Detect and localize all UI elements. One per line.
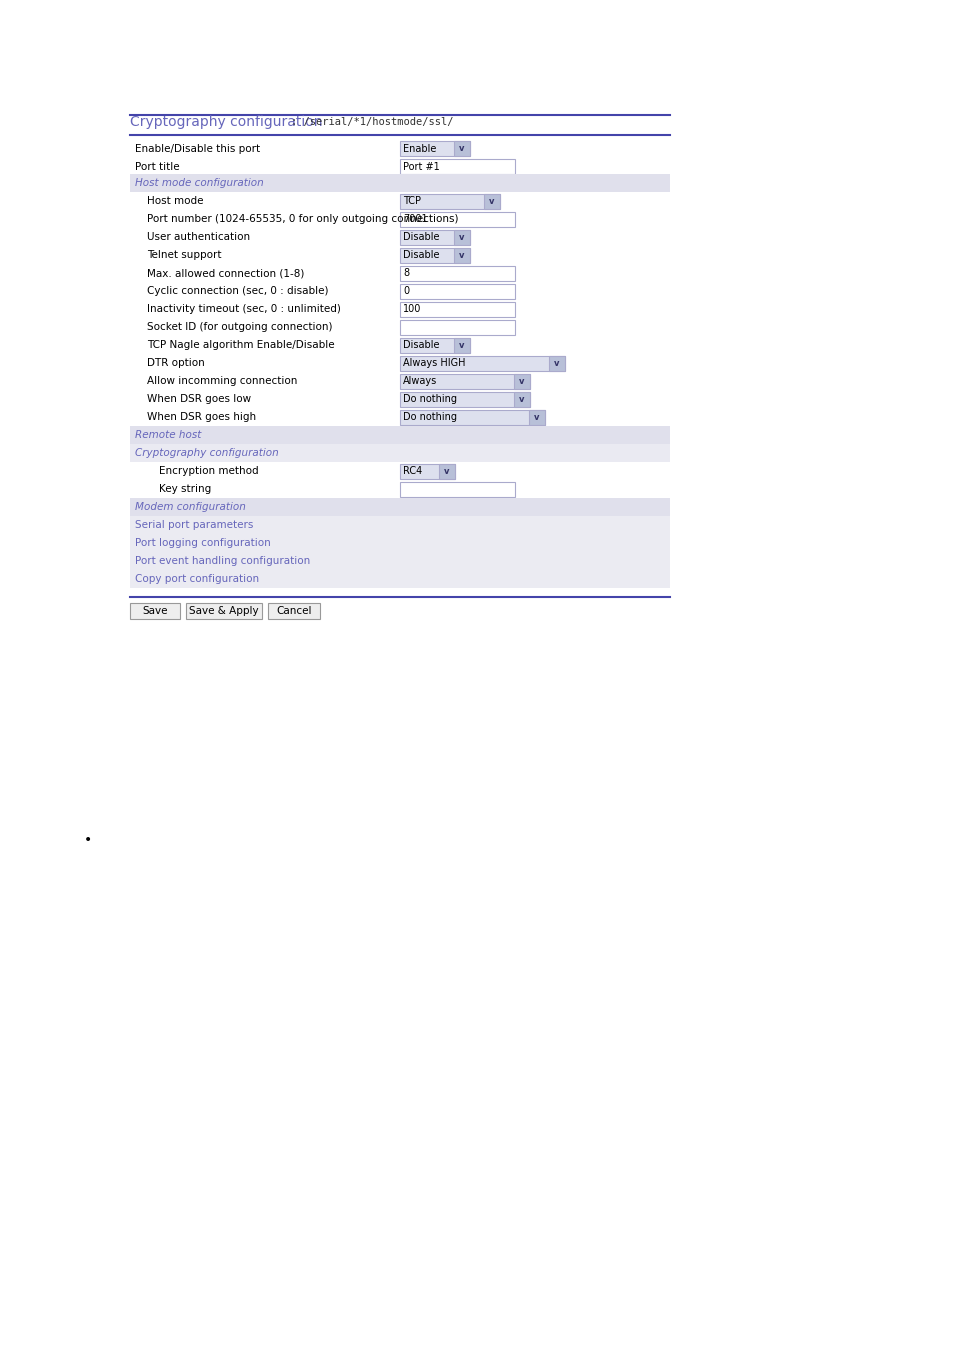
Bar	[399, 463, 455, 480]
Bar	[454, 249, 470, 263]
Bar	[130, 444, 669, 462]
Text: Inactivity timeout (sec, 0 : unlimited): Inactivity timeout (sec, 0 : unlimited)	[147, 304, 340, 315]
Bar	[548, 357, 564, 372]
Text: v: v	[444, 467, 449, 476]
Text: v: v	[458, 145, 464, 153]
Bar	[399, 195, 499, 209]
Bar	[454, 230, 470, 245]
Text: v: v	[458, 251, 464, 259]
Bar	[399, 159, 515, 174]
Text: Save & Apply: Save & Apply	[189, 607, 258, 616]
Text: Disable: Disable	[402, 250, 439, 261]
Bar	[130, 534, 669, 553]
Text: Cancel: Cancel	[276, 607, 312, 616]
Text: Do nothing: Do nothing	[402, 394, 456, 404]
Bar	[399, 482, 515, 497]
Text: v: v	[518, 377, 524, 386]
Bar	[399, 230, 470, 245]
Bar	[399, 374, 530, 389]
Text: Cyclic connection (sec, 0 : disable): Cyclic connection (sec, 0 : disable)	[147, 286, 328, 296]
Text: Socket ID (for outgoing connection): Socket ID (for outgoing connection)	[147, 323, 333, 332]
Text: Remote host: Remote host	[135, 431, 201, 440]
Bar	[514, 374, 530, 389]
Text: Encryption method: Encryption method	[159, 466, 258, 477]
Text: v: v	[518, 394, 524, 404]
Text: Disable: Disable	[402, 232, 439, 242]
Bar	[130, 426, 669, 444]
Text: 100: 100	[402, 304, 421, 315]
Bar	[130, 603, 180, 619]
Text: Allow incomming connection: Allow incomming connection	[147, 377, 297, 386]
Text: Copy port configuration: Copy port configuration	[135, 574, 259, 585]
Text: Max. allowed connection (1-8): Max. allowed connection (1-8)	[147, 269, 304, 278]
Text: v: v	[489, 197, 495, 205]
Bar	[399, 357, 564, 372]
Bar	[438, 463, 455, 480]
Text: Key string: Key string	[159, 485, 211, 494]
Bar	[268, 603, 319, 619]
Text: 8: 8	[402, 269, 409, 278]
Text: Telnet support: Telnet support	[147, 250, 221, 261]
Text: Modem configuration: Modem configuration	[135, 503, 246, 512]
Bar	[130, 570, 669, 588]
Text: Enable: Enable	[402, 143, 436, 154]
Text: Port title: Port title	[135, 162, 179, 172]
Text: 0: 0	[402, 286, 409, 296]
Bar	[399, 212, 515, 227]
Text: Cryptography configuration: Cryptography configuration	[130, 115, 322, 128]
Bar	[399, 284, 515, 299]
Bar	[130, 174, 669, 192]
Text: Port event handling configuration: Port event handling configuration	[135, 557, 310, 566]
Text: TCP: TCP	[402, 196, 420, 207]
Text: Always HIGH: Always HIGH	[402, 358, 465, 369]
Text: DTR option: DTR option	[147, 358, 205, 369]
Bar	[399, 141, 470, 155]
Bar	[399, 303, 515, 317]
Text: Cryptography configuration: Cryptography configuration	[135, 449, 278, 458]
Text: RC4: RC4	[402, 466, 422, 477]
Text: Port #1: Port #1	[402, 162, 439, 172]
Text: Host mode configuration: Host mode configuration	[135, 178, 263, 189]
Text: •: •	[84, 834, 92, 847]
Bar	[454, 338, 470, 353]
Text: Always: Always	[402, 377, 436, 386]
Text: TCP Nagle algorithm Enable/Disable: TCP Nagle algorithm Enable/Disable	[147, 340, 335, 350]
Bar	[399, 338, 470, 353]
Text: v: v	[458, 340, 464, 350]
Text: Port number (1024-65535, 0 for only outgoing connections): Port number (1024-65535, 0 for only outg…	[147, 215, 458, 224]
Bar	[130, 499, 669, 516]
Text: Serial port parameters: Serial port parameters	[135, 520, 253, 531]
Text: : /serial/*1/hostmode/ssl/: : /serial/*1/hostmode/ssl/	[291, 118, 453, 127]
Bar	[529, 409, 544, 426]
Bar	[399, 266, 515, 281]
Bar	[130, 516, 669, 534]
Text: 7001: 7001	[402, 215, 427, 224]
Text: Port logging configuration: Port logging configuration	[135, 539, 271, 549]
Text: Host mode: Host mode	[147, 196, 203, 207]
Text: When DSR goes low: When DSR goes low	[147, 394, 251, 404]
Text: Enable/Disable this port: Enable/Disable this port	[135, 143, 260, 154]
Text: User authentication: User authentication	[147, 232, 250, 242]
Bar	[399, 409, 544, 426]
Bar	[454, 141, 470, 155]
Text: v: v	[554, 359, 559, 367]
Bar	[514, 392, 530, 407]
Bar	[399, 249, 470, 263]
Text: Save: Save	[142, 607, 168, 616]
Bar	[399, 392, 530, 407]
Bar	[130, 553, 669, 570]
Text: Disable: Disable	[402, 340, 439, 350]
Text: Do nothing: Do nothing	[402, 412, 456, 423]
Bar	[399, 320, 515, 335]
Text: v: v	[458, 232, 464, 242]
Bar	[186, 603, 262, 619]
Bar	[483, 195, 499, 209]
Text: When DSR goes high: When DSR goes high	[147, 412, 255, 423]
Text: v: v	[534, 413, 539, 422]
